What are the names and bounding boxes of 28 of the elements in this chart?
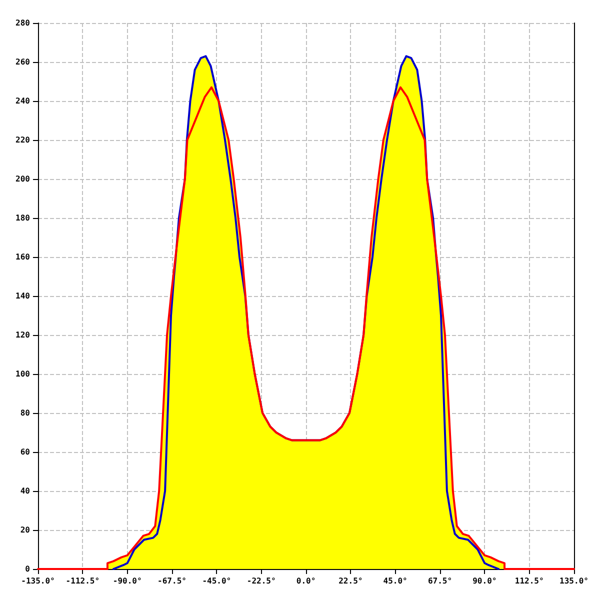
x-tick-label: -135.0° (21, 576, 55, 586)
y-tick-label: 260 (16, 58, 30, 66)
y-tick-label: 20 (20, 526, 30, 534)
y-tick-label: 240 (16, 96, 30, 106)
x-tick-label: -67.5° (158, 576, 186, 586)
y-tick-label: 280 (16, 18, 30, 28)
y-tick-label: 160 (16, 252, 30, 262)
x-tick-label: 67.5° (428, 576, 452, 586)
x-tick-label: 135.0° (560, 576, 588, 586)
y-tick-label: 180 (16, 214, 30, 222)
y-tick-label: 0 (25, 564, 30, 574)
x-tick-label: -90.0° (112, 576, 142, 586)
y-tick-label: 220 (16, 136, 30, 144)
x-tick-label: -22.5° (246, 576, 276, 586)
y-tick-label: 200 (16, 174, 30, 184)
x-tick-label: -45.0° (202, 576, 232, 586)
y-tick-label: 100 (16, 370, 30, 378)
y-tick-label: 40 (20, 486, 30, 496)
y-tick-label: 120 (16, 330, 30, 340)
y-tick-label: 80 (20, 408, 30, 418)
x-tick-label: 0.0° (296, 576, 316, 586)
y-tick-label: 60 (20, 448, 30, 456)
x-tick-label: -112.5° (66, 576, 100, 586)
x-tick-label: 45.0° (383, 576, 408, 586)
x-tick-label: 22.5° (338, 576, 363, 586)
x-tick-label: 112.5° (514, 576, 544, 586)
x-tick-label: 90.0° (472, 576, 497, 586)
y-tick-label: 140 (16, 292, 30, 300)
